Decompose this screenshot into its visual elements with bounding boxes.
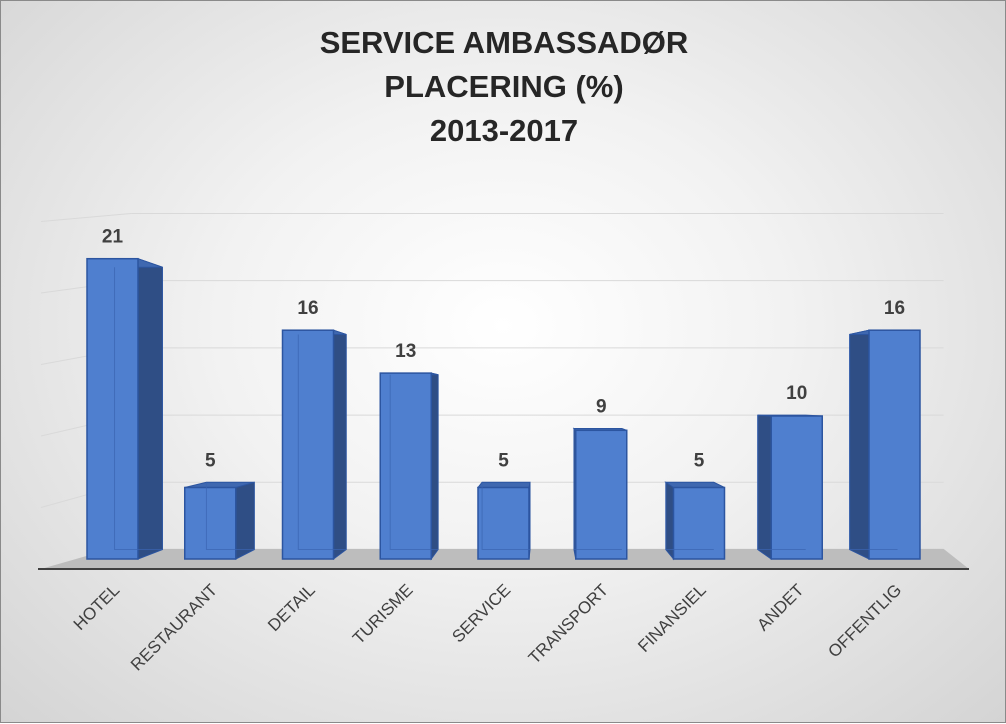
bar-finansiel: 5: [664, 450, 726, 561]
data-label: 5: [498, 450, 509, 471]
data-label: 21: [102, 227, 124, 248]
data-label: 13: [395, 341, 416, 362]
data-label: 16: [297, 298, 318, 319]
bar-back-edges: [205, 482, 255, 551]
bar-front-face: [477, 486, 530, 560]
chart-title-line-2: PLACERING (%): [384, 69, 624, 104]
bar-restaurant: 5: [184, 450, 255, 560]
data-label: 10: [786, 383, 807, 404]
bar-back-edges: [114, 267, 163, 551]
x-tick-label: DETAIL: [264, 580, 319, 635]
gridline-side: [40, 212, 132, 222]
data-label: 5: [694, 450, 705, 471]
bar-back-edges: [297, 334, 347, 551]
bar-side-face: [333, 329, 347, 560]
bar-detail: 16: [281, 298, 347, 560]
bar-side-face: [665, 481, 674, 561]
bar-top-face: [664, 481, 725, 488]
bar-back-edges: [481, 482, 531, 551]
bar-front-face: [379, 372, 432, 560]
bar-front-face: [868, 329, 921, 560]
bar-back-edges: [573, 428, 622, 551]
data-label: 5: [205, 450, 216, 471]
x-tick-label: FINANSIEL: [634, 580, 710, 656]
bar-front-face: [770, 415, 823, 560]
bar-side-face: [849, 329, 870, 560]
bar-back-edges: [849, 334, 898, 551]
bar-offentlig: 16: [849, 298, 921, 560]
bar-front-face: [575, 429, 628, 560]
bar-side-face: [137, 257, 163, 560]
chart-title-line-1: SERVICE AMBASSADØR: [319, 25, 689, 60]
x-tick-label: SERVICE: [448, 580, 514, 646]
bar-side-face: [757, 414, 772, 560]
bar-side-face: [430, 372, 439, 561]
bar-front-face: [184, 486, 237, 560]
data-label: 9: [596, 397, 607, 418]
x-tick-label: OFFENTLIG: [824, 580, 905, 661]
bar-service: 5: [476, 450, 531, 560]
bar-side-face: [235, 481, 255, 560]
bar-hotel: 21: [86, 227, 163, 560]
bar-back-edges: [757, 415, 806, 551]
x-tick-label: ANDET: [753, 580, 807, 634]
x-tick-label: TRANSPORT: [525, 580, 612, 667]
bar-andet: 10: [757, 383, 823, 560]
bar-back-edges: [665, 482, 714, 551]
bar-front-face: [86, 257, 139, 560]
bar-top-face: [476, 481, 531, 488]
bar-front-face: [281, 329, 335, 560]
x-tick-label: RESTAURANT: [127, 580, 221, 674]
data-label: 16: [884, 298, 905, 319]
bar-transport: 9: [572, 397, 628, 560]
chart-title-line-3: 2013-2017: [429, 113, 579, 148]
x-tick-label: HOTEL: [70, 580, 124, 634]
bar-back-edges: [389, 374, 439, 551]
x-tick-label: TURISME: [349, 580, 417, 648]
bar-turisme: 13: [379, 341, 439, 561]
bar-front-face: [672, 486, 726, 560]
